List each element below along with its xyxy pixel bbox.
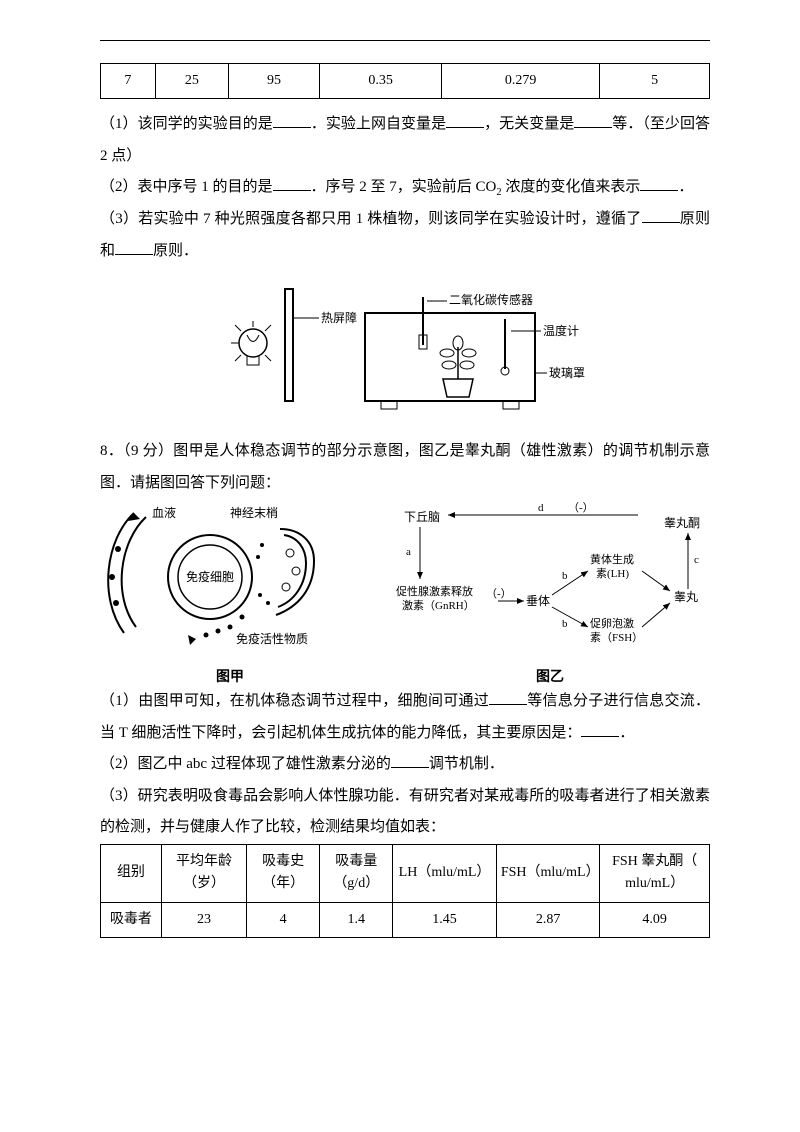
q1-p2: （2）表中序号 1 的目的是．序号 2 至 7，实验前后 CO2 浓度的变化值来… [100, 172, 710, 204]
figure-yi: 下丘脑 d （-） a 促性腺激素释放 激素（GnRH） （-） 垂体 b [390, 499, 710, 686]
text: 调节机制． [429, 756, 504, 772]
cell: 1.4 [320, 902, 393, 937]
blank [446, 113, 484, 128]
q1-p3: （3）若实验中 7 种光照强度各都只用 1 株植物，则该同学在实验设计时，遵循了… [100, 204, 710, 267]
cell: 4.09 [600, 902, 710, 937]
label-b2: b [562, 618, 568, 630]
cell: 25 [155, 64, 228, 99]
cell: 2.87 [496, 902, 600, 937]
text: （2）表中序号 1 的目的是 [100, 179, 273, 195]
label-hypothalamus: 下丘脑 [404, 510, 440, 524]
figure-jia: 血液 免疫细胞 免疫活性物质 神经末梢 [100, 499, 360, 686]
cell-header: FSH（mlu/mL） [496, 844, 600, 902]
table-row: 7 25 95 0.35 0.279 5 [101, 64, 710, 99]
cell-header: 吸毒量（g/d） [320, 844, 393, 902]
cell-header: 平均年龄（岁） [161, 844, 246, 902]
fig-jia-svg: 血液 免疫细胞 免疫活性物质 神经末梢 [100, 499, 360, 659]
label-immune-cell: 免疫细胞 [186, 569, 234, 584]
cell: 0.279 [442, 64, 600, 99]
label-lh1: 黄体生成 [590, 552, 634, 566]
label-testosterone: 睾丸酮 [664, 515, 700, 530]
text: ，无关变量是 [484, 116, 574, 132]
label-immune-sub: 免疫活性物质 [236, 631, 308, 646]
label-nerve: 神经末梢 [230, 505, 278, 520]
figure-apparatus: 热屏障 二氧化碳传感器 温度计 玻璃罩 [100, 273, 710, 428]
label-blood: 血液 [152, 505, 176, 520]
q8-p2: （2）图乙中 abc 过程体现了雄性激素分泌的 调节机制． [100, 749, 710, 781]
text: ．实验上网自变量是 [311, 116, 446, 132]
table-row: 组别 平均年龄（岁） 吸毒史（年） 吸毒量（g/d） LH（mlu/mL） FS… [101, 844, 710, 902]
blank [489, 690, 527, 705]
caption-yi: 图乙 [390, 666, 710, 686]
cell: 1.45 [393, 902, 497, 937]
label-co2-sensor: 二氧化碳传感器 [449, 292, 533, 307]
top-rule [100, 40, 710, 41]
page: 7 25 95 0.35 0.279 5 （1）该同学的实验目的是 ．实验上网自变… [0, 0, 800, 1132]
cell: 4 [247, 902, 320, 937]
blank [115, 240, 153, 255]
blank [273, 113, 311, 128]
label-glass-cover: 玻璃罩 [549, 366, 585, 380]
label-gnrh2: 激素（GnRH） [402, 598, 475, 612]
label-c: c [694, 554, 699, 566]
label-minus-d: （-） [568, 501, 594, 514]
table-hormones: 组别 平均年龄（岁） 吸毒史（年） 吸毒量（g/d） LH（mlu/mL） FS… [100, 844, 710, 938]
cell: 23 [161, 902, 246, 937]
blank [273, 176, 311, 191]
cell-header: FSH 睾丸酮（ mlu/mL） [600, 844, 710, 902]
label-heat-screen: 热屏障 [321, 310, 357, 325]
cell-header: 组别 [101, 844, 162, 902]
label-lh2: 素(LH) [596, 567, 629, 580]
blank [574, 113, 612, 128]
label-fsh2: 素（FSH） [590, 631, 643, 644]
text: ．序号 2 至 7，实验前后 CO [311, 179, 497, 195]
label-pituitary: 垂体 [526, 594, 550, 608]
blank [391, 753, 429, 768]
label-b1: b [562, 570, 568, 582]
fig-yi-svg: 下丘脑 d （-） a 促性腺激素释放 激素（GnRH） （-） 垂体 b [390, 499, 710, 659]
text: 原则． [153, 243, 198, 259]
label-testis: 睾丸 [674, 589, 698, 604]
table-row: 吸毒者 23 4 1.4 1.45 2.87 4.09 [101, 902, 710, 937]
blank [581, 722, 619, 737]
cell: 7 [101, 64, 156, 99]
q8-p3: （3）研究表明吸食毒品会影响人体性腺功能．有研究者对某戒毒所的吸毒者进行了相关激… [100, 781, 710, 844]
label-gnrh1: 促性腺激素释放 [396, 584, 473, 598]
table-co2: 7 25 95 0.35 0.279 5 [100, 63, 710, 99]
blank [640, 176, 678, 191]
label-thermometer: 温度计 [543, 323, 579, 338]
cell: 5 [600, 64, 710, 99]
cell-header: 吸毒史（年） [247, 844, 320, 902]
text: ． [619, 725, 634, 741]
blank [642, 208, 680, 223]
figure-row: 血液 免疫细胞 免疫活性物质 神经末梢 [100, 499, 710, 686]
cell: 吸毒者 [101, 902, 162, 937]
text: （3）若实验中 7 种光照强度各都只用 1 株植物，则该同学在实验设计时，遵循了 [100, 211, 642, 227]
text: （1）由图甲可知，在机体稳态调节过程中，细胞间可通过 [100, 693, 489, 709]
cell: 95 [228, 64, 319, 99]
q1-p1: （1）该同学的实验目的是．实验上网自变量是，无关变量是等．（至少回答 2 点） [100, 109, 710, 172]
text: 浓度的变化值来表示 [502, 179, 641, 195]
apparatus-svg: 热屏障 二氧化碳传感器 温度计 玻璃罩 [225, 273, 585, 423]
label-a: a [406, 546, 411, 558]
text: （1）该同学的实验目的是 [100, 116, 273, 132]
cell-header: LH（mlu/mL） [393, 844, 497, 902]
caption-jia: 图甲 [100, 666, 360, 686]
label-d: d [538, 502, 544, 514]
label-fsh1: 促卵泡激 [590, 616, 634, 630]
cell: 0.35 [320, 64, 442, 99]
text: ． [678, 179, 693, 195]
label-minus-1: （-） [486, 587, 512, 600]
q8-p1: （1）由图甲可知，在机体稳态调节过程中，细胞间可通过等信息分子进行信息交流．当 … [100, 686, 710, 749]
text: （2）图乙中 abc 过程体现了雄性激素分泌的 [100, 756, 391, 772]
q8-header: 8．（9 分）图甲是人体稳态调节的部分示意图，图乙是睾丸酮（雄性激素）的调节机制… [100, 436, 710, 499]
